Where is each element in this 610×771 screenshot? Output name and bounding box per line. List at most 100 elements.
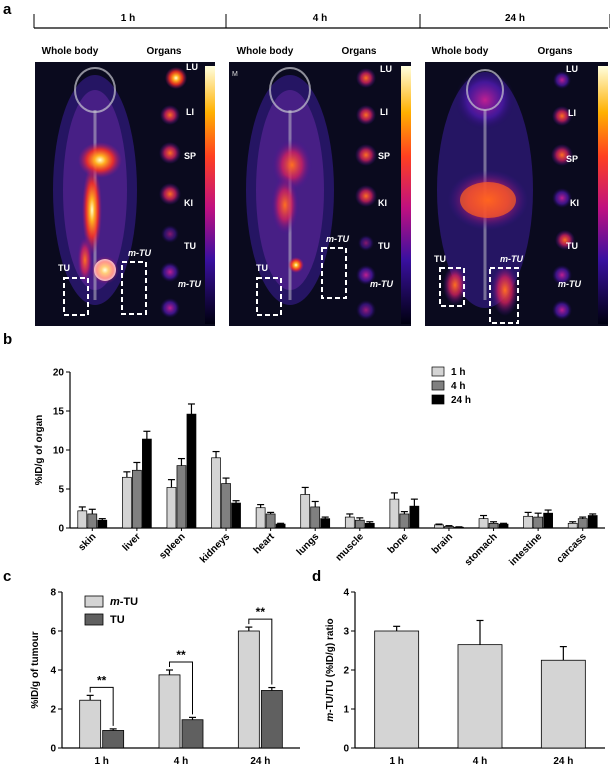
organ-label-ki-1h: KI <box>184 198 193 208</box>
b-bar-liver-24h <box>142 438 152 529</box>
organ-label-lu-24h: LU <box>566 64 578 74</box>
panel-a: 1 h 4 h 24 h Whole body Organs Whole bod… <box>33 13 610 326</box>
organ-label-li-24h: LI <box>568 108 576 118</box>
d-bar-1h <box>374 630 420 749</box>
b-bar-intestine-4h <box>533 516 543 529</box>
organ-label-lu-1h: LU <box>186 62 198 72</box>
panel-label-a: a <box>3 1 12 18</box>
chart-c-tumour-uptake: 0 2 4 6 8 %ID/g of tumour ** 1 h ** 4 h ** 24 h m-TU… <box>30 588 300 767</box>
b-bar-carcass-24h <box>587 515 598 529</box>
c-bar-24h-TU <box>260 690 283 749</box>
c-bar-24h-m-TU <box>237 630 260 749</box>
c-significance-label: ** <box>176 648 186 662</box>
d-ytick-label: 0 <box>343 744 349 755</box>
b-bar-kidneys-4h <box>221 483 231 529</box>
organ-label-ki-24h: KI <box>570 198 579 208</box>
image-24h: TU m-TU LU LI SP KI TU m-TU <box>425 62 608 326</box>
b-category-label: brain <box>430 531 455 556</box>
c-ytick-label: 4 <box>50 666 56 677</box>
b-bar-brain-4h <box>444 526 454 529</box>
b-bar-spleen-24h <box>186 413 197 529</box>
c-ytick-label: 2 <box>50 705 56 716</box>
b-bar-spleen-1h <box>166 487 177 529</box>
b-category-label: intestine <box>507 531 544 568</box>
organ-label-li-4h: LI <box>380 107 388 117</box>
panel-label-b: b <box>3 331 12 348</box>
b-bar-heart-24h <box>275 523 286 529</box>
chart-b-organ-biodistribution: 0 5 10 15 20 %ID/g of organ skin liver spleen kid… <box>34 366 605 568</box>
box-label-tu-1h: TU <box>58 263 70 273</box>
b-category-label: heart <box>252 531 278 557</box>
b-category-label: spleen <box>157 531 187 561</box>
b-legend-label: 24 h <box>451 395 471 406</box>
b-category-label: skin <box>76 531 98 553</box>
panel-label-c: c <box>3 568 11 585</box>
panel-label-d: d <box>312 568 321 585</box>
organ-label-sp-1h: SP <box>184 151 196 161</box>
b-bar-skin-24h <box>97 519 108 529</box>
b-bar-lungs-1h <box>300 494 311 529</box>
box-label-tu-24h: TU <box>434 254 446 264</box>
b-legend-swatch-24h <box>431 394 445 405</box>
c-legend-label: m-TU <box>110 596 138 608</box>
c-bar-4h-m-TU <box>158 674 181 749</box>
organ-label-li-1h: LI <box>186 107 194 117</box>
b-ytick-label: 0 <box>58 524 64 535</box>
box-label-tu-4h: TU <box>256 263 268 273</box>
organ-label-mtu-4h: m-TU <box>370 279 393 289</box>
c-significance-label: ** <box>256 605 266 619</box>
d-category-label: 1 h <box>389 756 403 767</box>
b-bar-heart-1h <box>255 507 266 529</box>
b-bar-spleen-4h <box>176 465 187 529</box>
b-category-label: muscle <box>334 531 366 563</box>
organ-label-mtu-1h: m-TU <box>178 279 201 289</box>
b-bar-kidneys-24h <box>231 502 241 529</box>
b-ylabel: %ID/g of organ <box>34 415 45 486</box>
b-ytick-label: 5 <box>58 485 64 496</box>
organ-label-tu-1h: TU <box>184 241 196 251</box>
b-bar-liver-4h <box>132 469 142 529</box>
d-category-label: 24 h <box>553 756 573 767</box>
whole-body-label-24h: Whole body <box>432 46 489 57</box>
time-label-24h: 24 h <box>505 13 525 24</box>
c-bar-1h-m-TU <box>79 699 102 749</box>
b-ytick-label: 10 <box>53 446 65 457</box>
c-category-label: 1 h <box>94 756 108 767</box>
colorbar-1h <box>205 66 215 324</box>
organ-label-tu-4h: TU <box>378 241 390 251</box>
c-legend-swatch-TU <box>84 613 104 626</box>
chart-d-ratio: 0 1 2 3 4 m-TU/TU (%ID/g) ratio 1 h 4 h 24 h <box>325 588 605 767</box>
image-1h: TU m-TU LU LI SP KI TU m-TU <box>35 62 215 326</box>
c-significance-bracket <box>89 686 114 726</box>
d-ylabel: m-TU/TU (%ID/g) ratio <box>325 618 336 721</box>
c-significance-label: ** <box>97 673 107 687</box>
organ-label-lu-4h: LU <box>380 64 392 74</box>
c-ytick-label: 0 <box>50 744 56 755</box>
d-bar-24h <box>540 659 586 749</box>
b-legend-swatch-1h <box>431 366 445 377</box>
c-bar-1h-TU <box>102 730 125 749</box>
whole-body-label-1h: Whole body <box>42 46 99 57</box>
b-ytick-label: 15 <box>53 407 65 418</box>
b-ytick-label: 20 <box>53 368 65 379</box>
c-legend-swatch-m-TU <box>84 595 104 608</box>
b-bar-brain-1h <box>434 524 444 529</box>
b-bar-intestine-1h <box>523 515 533 529</box>
b-bar-muscle-4h <box>354 519 365 529</box>
organ-label-mtu-24h: m-TU <box>558 279 581 289</box>
b-legend-label: 4 h <box>451 381 465 392</box>
b-category-label: carcass <box>555 531 589 565</box>
organ-label-tu-24h: TU <box>566 241 578 251</box>
b-bar-skin-4h <box>87 513 98 529</box>
d-category-label: 4 h <box>473 756 487 767</box>
colorbar-4h <box>401 66 411 324</box>
b-bar-muscle-24h <box>364 522 375 529</box>
colorbar-24h <box>598 66 608 324</box>
d-bar-4h <box>457 644 503 749</box>
time-label-1h: 1 h <box>121 13 135 24</box>
organ-label-sp-4h: SP <box>378 151 390 161</box>
b-category-label: stomach <box>463 531 500 568</box>
time-label-4h: 4 h <box>313 13 327 24</box>
corner-mark-4h: M <box>232 71 238 78</box>
